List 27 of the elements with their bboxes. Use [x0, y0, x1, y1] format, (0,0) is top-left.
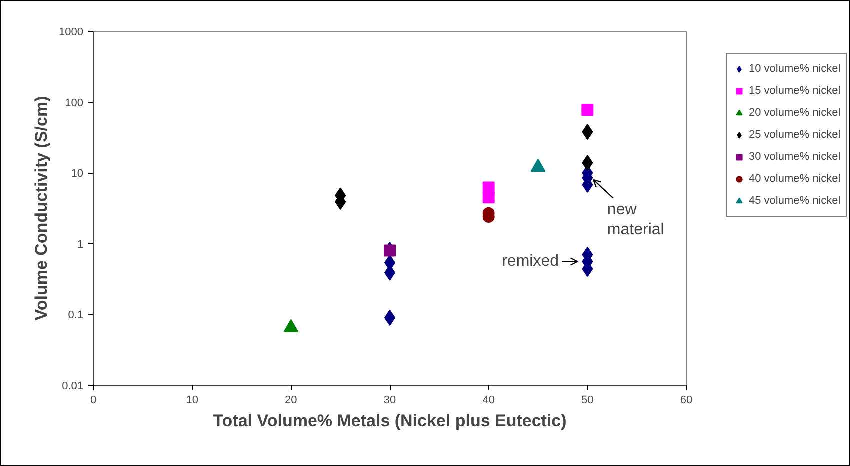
y-tick-label: 10: [71, 168, 84, 180]
point: [384, 244, 396, 257]
legend-label: 25 volume% nickel: [749, 129, 841, 141]
x-tick-label: 20: [285, 394, 298, 406]
legend-label: 15 volume% nickel: [749, 85, 841, 97]
legend-label: 30 volume% nickel: [749, 151, 841, 163]
y-axis-title: Volume Conductivity (S/cm): [32, 96, 52, 321]
y-tick-label: 0.01: [62, 380, 84, 392]
y-tick-label: 100: [65, 97, 84, 110]
x-axis-title: Total Volume% Metals (Nickel plus Eutectic): [213, 412, 567, 430]
x-tick-label: 30: [384, 394, 396, 406]
point: [482, 192, 495, 204]
legend-label: 10 volume% nickel: [749, 63, 841, 75]
x-tick-label: 60: [680, 394, 693, 406]
legend-label: 45 volume% nickel: [749, 195, 841, 207]
x-tick-label: 40: [482, 394, 495, 406]
y-tick-label: 1000: [59, 26, 84, 38]
y-tick-label: 1: [77, 238, 84, 251]
annotation: remixed: [502, 253, 560, 270]
x-tick-label: 0: [90, 394, 97, 406]
legend-label: 40 volume% nickel: [749, 173, 841, 185]
y-tick-label: 0.1: [68, 310, 84, 322]
x-tick-label: 10: [186, 394, 198, 406]
point: [582, 104, 594, 116]
annotation: new material: [607, 201, 664, 238]
x-tick-label: 50: [582, 394, 594, 406]
legend-label: 20 volume% nickel: [749, 107, 841, 119]
